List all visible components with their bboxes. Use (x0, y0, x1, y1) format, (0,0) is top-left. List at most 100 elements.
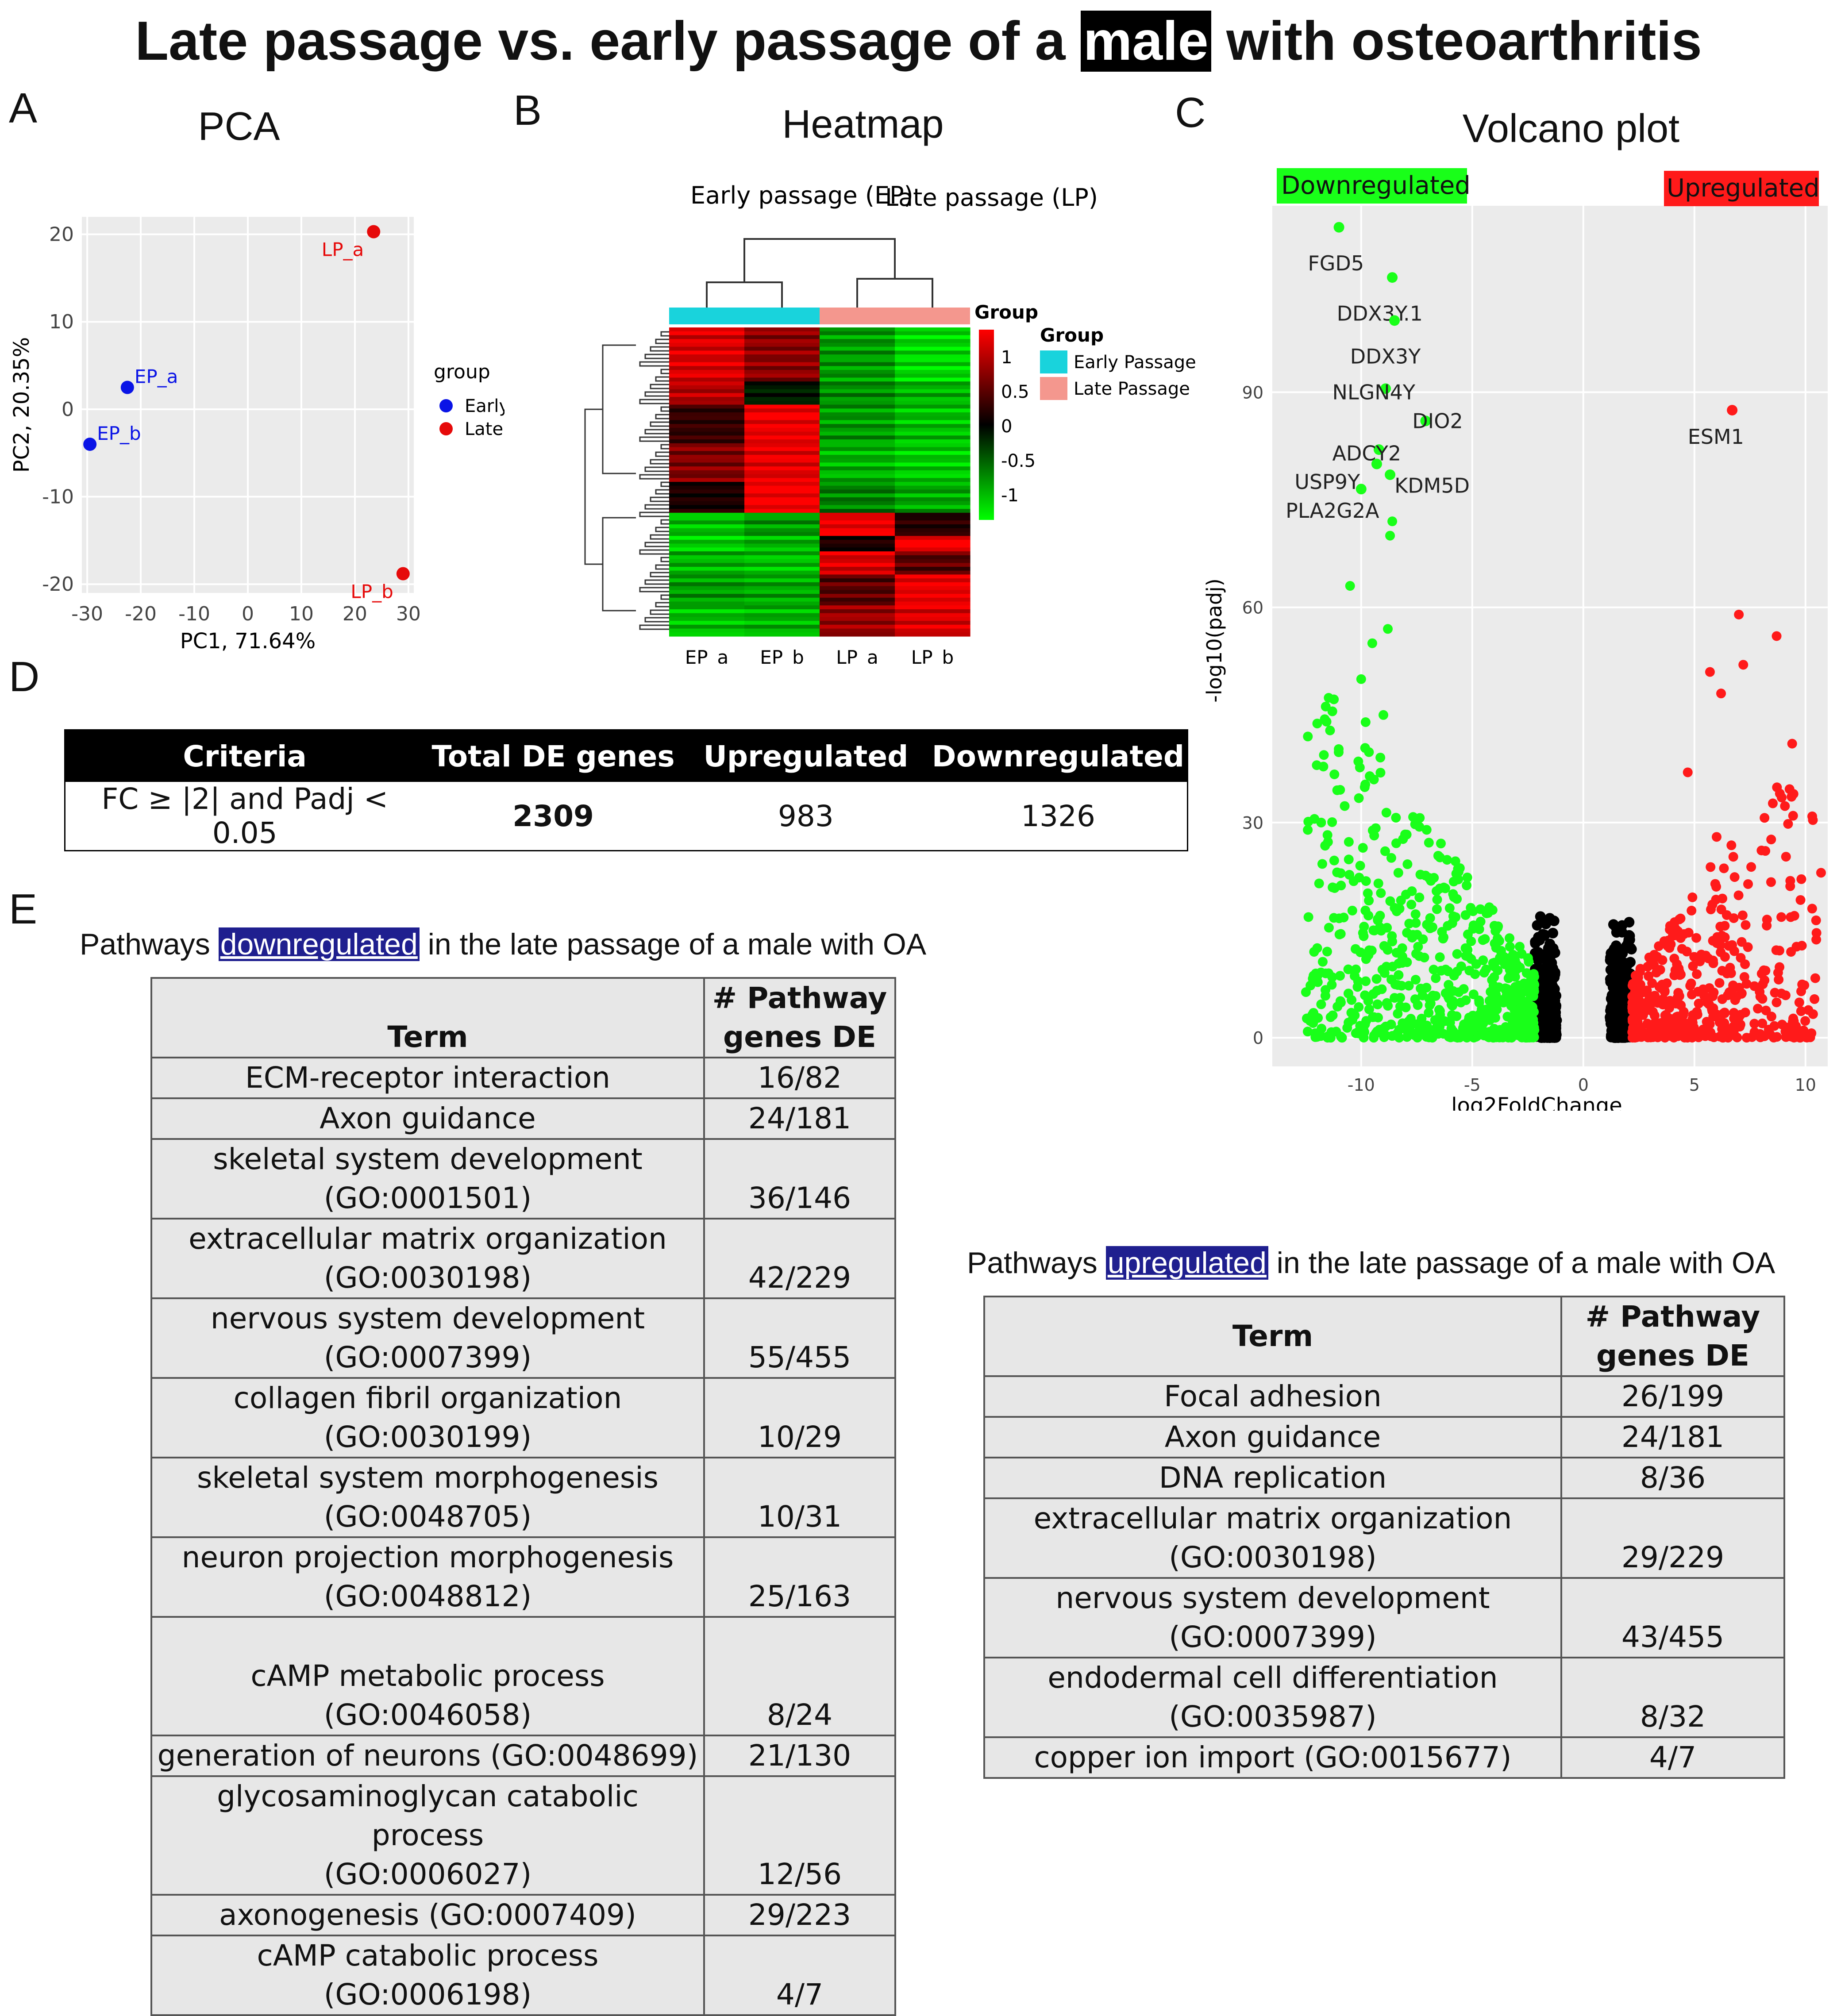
heatmap-cell (895, 335, 970, 339)
volcano-point-ns (1609, 980, 1620, 991)
heatmap-color-scale-label: 1 (1001, 347, 1012, 368)
down-pathway-term-line: Axon guidance (320, 1101, 536, 1135)
volcano-point-down (1429, 965, 1439, 975)
heatmap-cell (744, 536, 820, 540)
heatmap-cell (669, 335, 745, 339)
up-pathway-term-line: (GO:0007399) (1169, 1620, 1377, 1654)
volcano-gene-label: DDX3Y (1350, 345, 1421, 369)
volcano-point-down (1481, 1004, 1491, 1015)
volcano-point-up (1794, 997, 1804, 1008)
volcano-point-down (1496, 995, 1506, 1005)
heatmap-cell (895, 605, 970, 610)
volcano-point-up (1643, 962, 1653, 972)
volcano-point-down (1347, 905, 1357, 916)
volcano-point-up (1776, 912, 1787, 922)
up-pathway-count: 4/7 (1560, 1736, 1785, 1779)
volcano-x-axis-label: log2FoldChange (1451, 1093, 1622, 1111)
heatmap-cell (669, 346, 745, 351)
volcano-point-up (1642, 1019, 1652, 1029)
down-pathway-term-line (157, 1618, 699, 1657)
volcano-point-down (1344, 1017, 1354, 1027)
volcano-point-up (1774, 974, 1784, 985)
heatmap-cell (895, 574, 970, 579)
volcano-point-down (1317, 859, 1327, 869)
heatmap-cell (895, 536, 970, 540)
heatmap-cell (669, 516, 745, 521)
summary-header-up: Upregulated (682, 730, 929, 782)
volcano-point-up (1728, 852, 1738, 862)
heatmap-cell (669, 366, 745, 370)
heatmap-legend-title: Group (1040, 324, 1104, 346)
volcano-point-up (1733, 890, 1744, 900)
heatmap-cell (744, 377, 820, 382)
pca-legend-swatch (439, 422, 453, 435)
volcano-point-down (1387, 516, 1398, 527)
up-pathway-term-line: Focal adhesion (1164, 1379, 1382, 1413)
volcano-point-up (1775, 962, 1785, 972)
volcano-point-down (1424, 873, 1434, 883)
volcano-point-down (1393, 868, 1403, 878)
volcano-point-up (1803, 1005, 1814, 1015)
volcano-point-down (1356, 674, 1366, 684)
volcano-point-down (1373, 1012, 1383, 1023)
volcano-point-up (1726, 840, 1737, 850)
down-pathway-row: Axon guidance 24/181 (150, 1097, 896, 1140)
up-pathway-row: Focal adhesion 26/199 (983, 1375, 1785, 1418)
heatmap-cell (669, 509, 745, 513)
volcano-point-up (1627, 991, 1637, 1001)
volcano-gene-label: NLGN4Y (1332, 381, 1416, 404)
heatmap-cell (744, 478, 820, 482)
volcano-point-down (1328, 882, 1338, 893)
heatmap-cell (895, 512, 970, 517)
down-pathway-count: 25/163 (703, 1536, 896, 1618)
volcano-point-up (1757, 994, 1768, 1004)
down-header-row: Term # Pathway genes DE (150, 977, 896, 1058)
volcano-point-down (1303, 825, 1313, 835)
volcano-point-down (1327, 980, 1337, 990)
heatmap-cell (895, 501, 970, 505)
down-pathway-term-line: skeletal system morphogenesis (197, 1461, 659, 1495)
heatmap-cell (895, 454, 970, 459)
down-pathway-count: 10/29 (703, 1377, 896, 1458)
down-pathway-term: skeletal system morphogenesis (GO:0048705… (150, 1457, 705, 1538)
volcano-point-down (1524, 957, 1534, 967)
volcano-y-axis-label: -log10(padj) (1202, 578, 1226, 703)
up-pathway-term-line: Axon guidance (1164, 1420, 1381, 1454)
volcano-point-down (1471, 959, 1481, 969)
title-text: Late passage vs. early passage of a (135, 11, 1081, 72)
heatmap-legend-swatch (1040, 350, 1067, 373)
volcano-x-tick-label: 0 (1578, 1075, 1589, 1095)
volcano-point-up (1648, 1007, 1658, 1017)
heatmap-color-scale-bar (979, 330, 994, 520)
volcano-point-up (1670, 930, 1680, 940)
heatmap-cell (895, 628, 970, 633)
heatmap-cell (820, 447, 895, 451)
volcano-point-ns (1615, 1030, 1626, 1041)
volcano-point-down (1468, 920, 1479, 931)
volcano-gene-label: ESM1 (1688, 425, 1744, 449)
heatmap-cell (744, 624, 820, 629)
heatmap-cell (820, 624, 895, 629)
heatmap-cell (895, 497, 970, 502)
volcano-point-down (1500, 959, 1510, 970)
heatmap-cell (820, 497, 895, 502)
down-pathway-term-line: (GO:0007399) (323, 1340, 532, 1374)
heatmap-cell (669, 590, 745, 594)
heatmap-cell (895, 393, 970, 397)
heatmap-cell (744, 605, 820, 610)
volcano-point-down (1493, 966, 1503, 976)
heatmap-cell (669, 412, 745, 417)
volcano-point-up (1762, 915, 1772, 925)
pca-legend-title: group (434, 361, 490, 383)
summary-down: 1326 (1021, 799, 1095, 833)
volcano-point-up (1757, 1018, 1768, 1028)
volcano-point-down (1474, 995, 1484, 1005)
heatmap-cell (895, 578, 970, 583)
volcano-point-down (1344, 837, 1354, 847)
volcano-chart: -10 -5 0 5 10 0 30 60 90 log2FoldChange -log10(pad… (1202, 168, 1828, 1111)
volcano-x-tick-label: -5 (1464, 1075, 1481, 1095)
volcano-point-ns (1534, 952, 1545, 963)
volcano-point-down (1412, 1032, 1422, 1043)
heatmap-annotation-cell (895, 308, 970, 324)
heatmap-cell (744, 524, 820, 529)
